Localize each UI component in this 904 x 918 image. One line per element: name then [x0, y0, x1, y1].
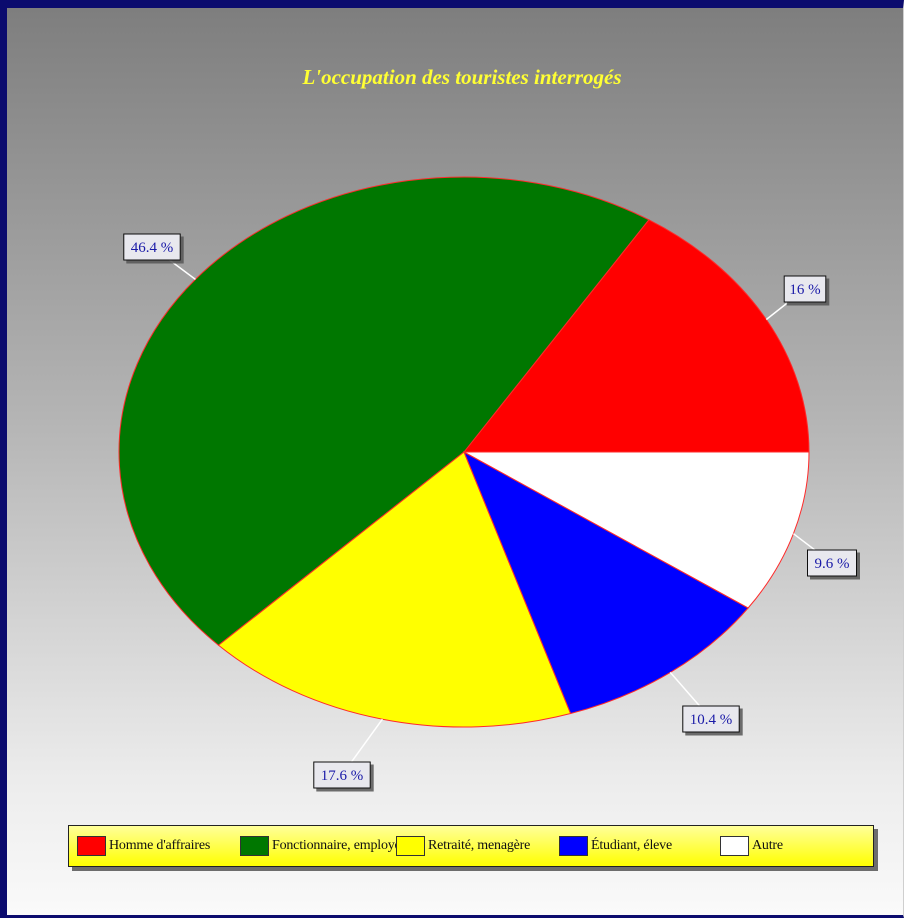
legend: Homme d'affraires Fonctionnaire, employé… [68, 825, 874, 867]
data-label-text: 16 % [789, 282, 820, 298]
legend-item: Autre [720, 835, 783, 857]
pie-slices [118, 176, 810, 728]
legend-label: Homme d'affraires [109, 838, 211, 853]
chart-title: L'occupation des touristes interrogés [301, 65, 621, 89]
legend-swatch [77, 836, 106, 856]
data-label: 16 % [783, 275, 827, 303]
data-label-box [783, 275, 827, 303]
pie-slice [462, 219, 810, 453]
data-label-text: 46.4 % [131, 240, 174, 256]
legend-item: Étudiant, éleve [559, 835, 672, 857]
data-label-box [313, 761, 371, 789]
data-label: 17.6 % [313, 761, 371, 789]
legend-item: Fonctionnaire, employé [240, 835, 401, 857]
data-labels: 16 % 46.4 % 17.6 % 10.4 % 9.6 % [123, 233, 857, 789]
legend-label: Fonctionnaire, employé [272, 838, 401, 853]
data-label-box [682, 705, 740, 733]
legend-label: Retraité, menagère [428, 838, 531, 853]
pie-slice [217, 451, 572, 728]
pie-slice [118, 176, 650, 646]
data-label: 10.4 % [682, 705, 740, 733]
legend-item: Homme d'affraires [77, 835, 210, 857]
legend-label: Étudiant, éleve [591, 838, 672, 853]
pie-slice [463, 451, 810, 609]
legend-swatch [559, 836, 588, 856]
legend-label: Autre [752, 838, 783, 853]
data-label-text: 17.6 % [321, 768, 364, 784]
legend-item: Retraité, menagère [396, 835, 530, 857]
data-label-box [123, 233, 181, 261]
legend-swatch [396, 836, 425, 856]
data-label-text: 9.6 % [815, 556, 850, 572]
pie-slice [463, 450, 749, 715]
legend-swatch [240, 836, 269, 856]
data-label-text: 10.4 % [690, 712, 733, 728]
legend-swatch [720, 836, 749, 856]
data-label-box [807, 549, 857, 577]
data-label: 46.4 % [123, 233, 181, 261]
data-label: 9.6 % [807, 549, 857, 577]
